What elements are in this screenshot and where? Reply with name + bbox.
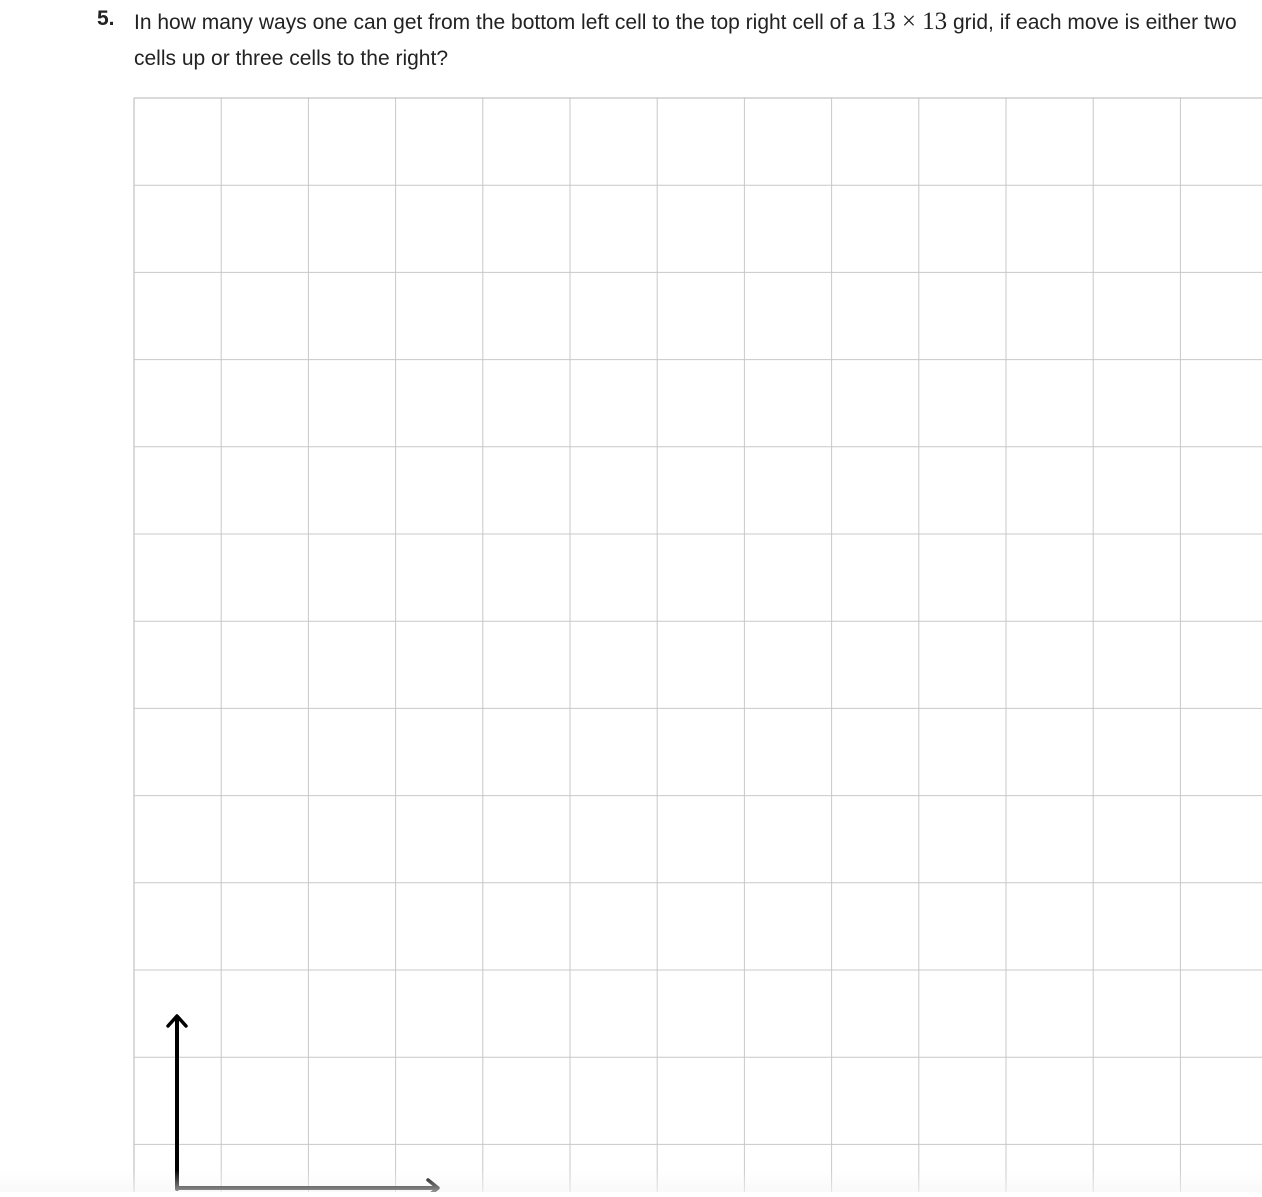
problem-text: In how many ways one can get from the bo… (134, 4, 1244, 77)
problem-text-start: In how many ways one can get from the bo… (134, 11, 871, 34)
arrow-right-icon (175, 1178, 440, 1197)
grid-size-math: 13 × 13 (870, 8, 948, 35)
problem-text-end: grid, if each move is either two cells u… (134, 11, 1237, 70)
grid-lines (133, 97, 1262, 1192)
arrow-up-icon (166, 1014, 188, 1191)
move-arrows (166, 1014, 440, 1197)
problem-number: 5. (97, 7, 115, 30)
